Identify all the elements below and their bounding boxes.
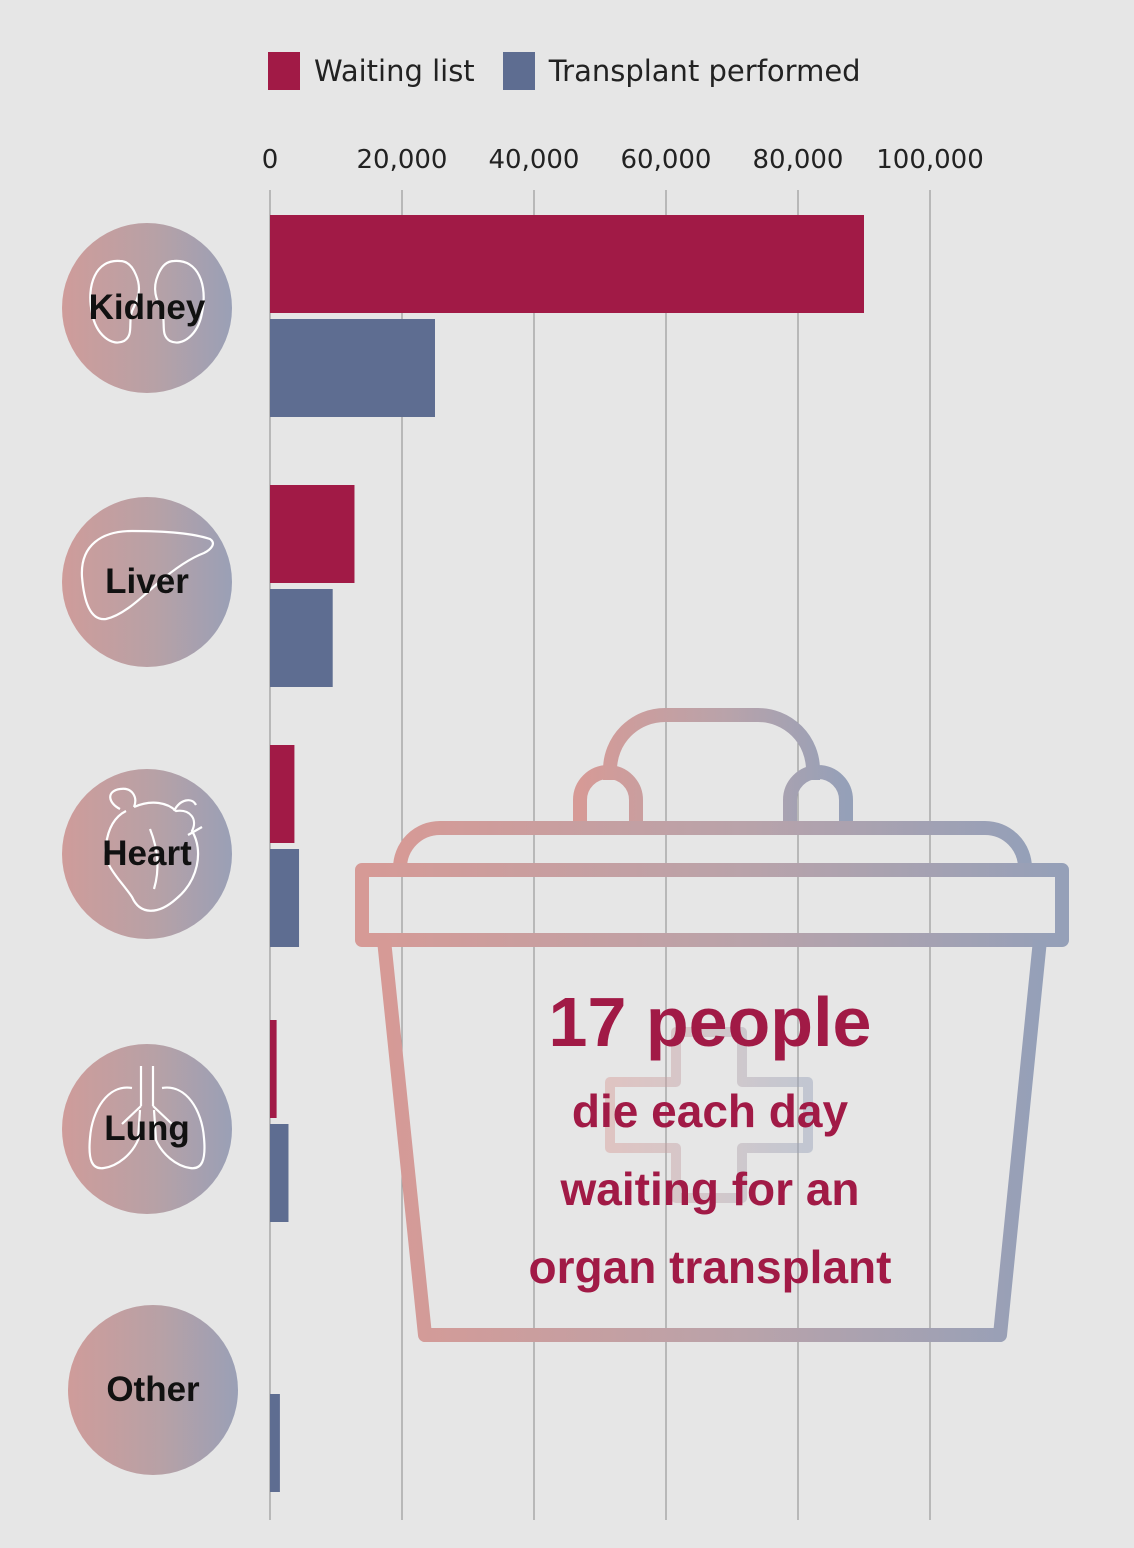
organ-other: Other: [68, 1305, 238, 1475]
x-tick-label-2: 40,000: [489, 145, 580, 175]
callout-line-3: organ transplant: [528, 1241, 892, 1293]
legend-label-waiting: Waiting list: [314, 54, 475, 88]
bar-kidney-waiting: [270, 215, 864, 313]
organ-kidney: Kidney: [62, 223, 232, 393]
legend-item-transplant: Transplant performed: [502, 52, 861, 90]
x-tick-label-3: 60,000: [621, 145, 712, 175]
organ-liver: Liver: [62, 497, 232, 667]
organ-lung: Lung: [62, 1044, 232, 1214]
heart-icon: [104, 787, 203, 912]
liver-icon: [80, 529, 214, 621]
organ-label-other: Other: [106, 1370, 200, 1409]
organ-label-kidney: Kidney: [88, 288, 206, 327]
callout-headline: 17 people: [548, 983, 872, 1061]
bar-lung-waiting: [270, 1020, 277, 1118]
bar-heart-waiting: [270, 745, 295, 843]
legend-label-transplant: Transplant performed: [548, 54, 861, 88]
callout-line-2: waiting for an: [560, 1163, 860, 1215]
kidney-icon: [89, 259, 205, 344]
legend-swatch-transplant: [502, 52, 535, 90]
bar-heart-transplant: [270, 849, 300, 947]
organ-label-lung: Lung: [104, 1109, 190, 1148]
x-tick-label-4: 80,000: [753, 145, 844, 175]
organ-label-heart: Heart: [102, 834, 192, 873]
x-tick-label-1: 20,000: [357, 145, 448, 175]
medical-cooler-icon: [355, 708, 1069, 1342]
organ-heart: Heart: [62, 769, 232, 939]
x-tick-label-5: 100,000: [876, 145, 984, 175]
callout-line-1: die each day: [571, 1085, 849, 1137]
bar-kidney-transplant: [270, 319, 435, 417]
x-tick-label-0: 0: [262, 145, 279, 175]
bar-liver-waiting: [270, 485, 355, 583]
lung-icon: [88, 1066, 206, 1170]
bar-other-transplant: [270, 1394, 280, 1492]
legend-swatch-waiting: [268, 52, 300, 90]
organ-label-liver: Liver: [105, 562, 189, 601]
legend: Waiting list Transplant performed: [268, 52, 889, 90]
legend-item-waiting: Waiting list: [268, 52, 475, 90]
bar-liver-transplant: [270, 589, 333, 687]
bar-lung-transplant: [270, 1124, 289, 1222]
